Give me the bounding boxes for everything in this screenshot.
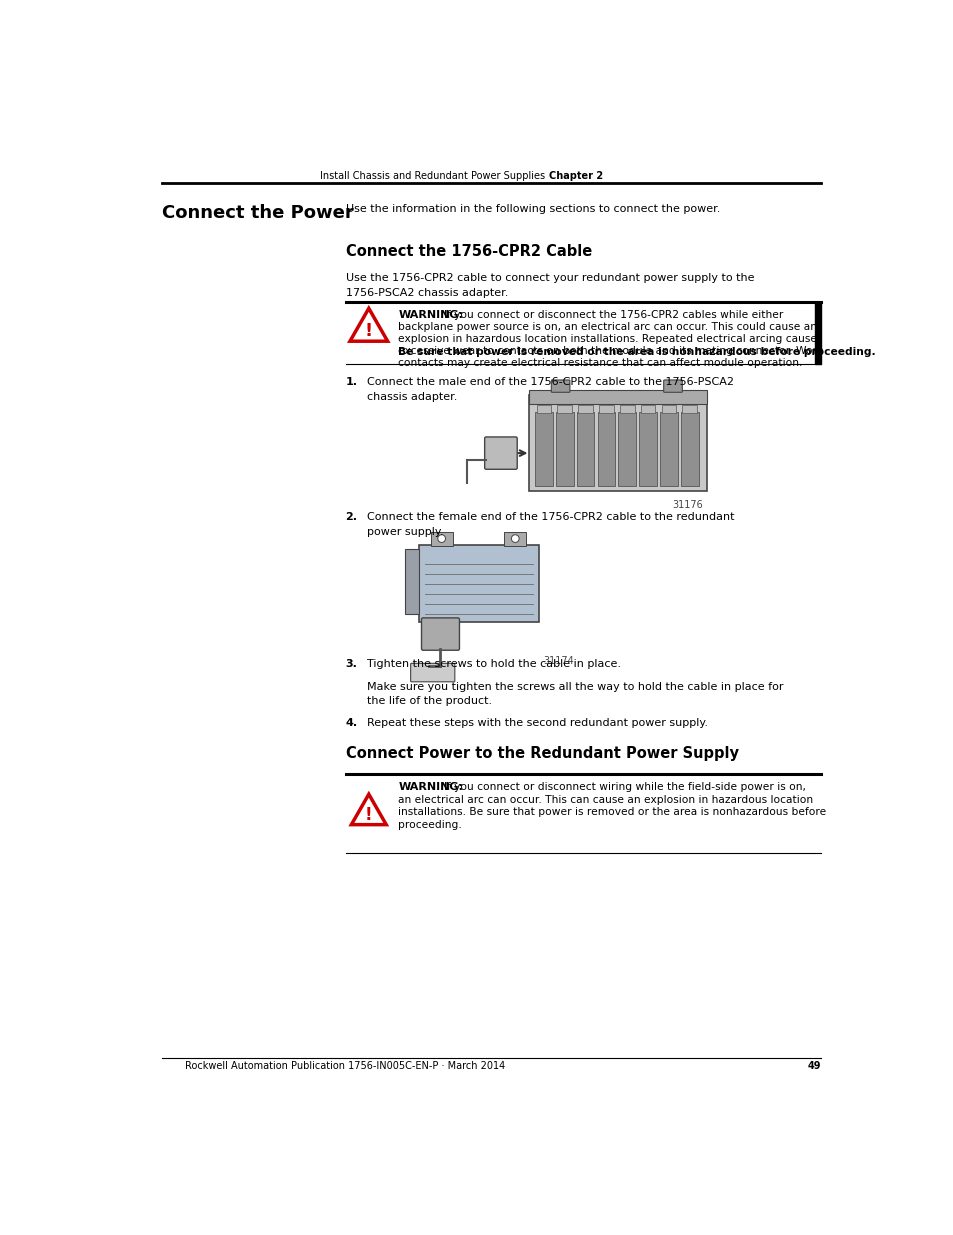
Bar xyxy=(680,411,698,487)
FancyBboxPatch shape xyxy=(528,395,706,490)
Bar xyxy=(528,390,706,404)
Bar xyxy=(405,548,418,614)
Text: WARNING:: WARNING: xyxy=(397,782,463,792)
Circle shape xyxy=(437,535,445,542)
Bar xyxy=(598,405,613,412)
Polygon shape xyxy=(350,309,387,341)
Text: 1.: 1. xyxy=(345,377,357,387)
Bar xyxy=(556,411,573,487)
Bar xyxy=(618,411,636,487)
Text: contacts may create electrical resistance that can affect module operation.: contacts may create electrical resistanc… xyxy=(397,358,801,368)
Text: Be sure that power is removed or the area is nonhazardous before proceeding.: Be sure that power is removed or the are… xyxy=(397,347,875,357)
Bar xyxy=(639,411,657,487)
Text: 31174: 31174 xyxy=(542,656,574,667)
Text: Connect the 1756-CPR2 Cable: Connect the 1756-CPR2 Cable xyxy=(345,245,591,259)
Polygon shape xyxy=(351,794,386,825)
Text: !: ! xyxy=(364,322,373,340)
Text: Connect Power to the Redundant Power Supply: Connect Power to the Redundant Power Sup… xyxy=(345,746,738,762)
Text: explosion in hazardous location installations. Repeated electrical arcing causes: explosion in hazardous location installa… xyxy=(397,333,821,343)
FancyBboxPatch shape xyxy=(484,437,517,469)
Text: Chapter 2: Chapter 2 xyxy=(549,172,603,182)
Text: WARNING:: WARNING: xyxy=(397,310,463,320)
Text: Connect the Power: Connect the Power xyxy=(162,205,354,222)
Text: backplane power source is on, an electrical arc can occur. This could cause an: backplane power source is on, an electri… xyxy=(397,322,817,332)
Text: chassis adapter.: chassis adapter. xyxy=(367,391,457,401)
Text: 31176: 31176 xyxy=(672,500,702,510)
Text: !: ! xyxy=(365,806,373,824)
Bar xyxy=(535,411,552,487)
FancyBboxPatch shape xyxy=(663,380,681,393)
Text: Repeat these steps with the second redundant power supply.: Repeat these steps with the second redun… xyxy=(367,718,707,727)
Bar xyxy=(557,405,572,412)
Text: 2.: 2. xyxy=(345,513,357,522)
Text: If you connect or disconnect wiring while the field-side power is on,: If you connect or disconnect wiring whil… xyxy=(443,782,804,792)
Text: an electrical arc can occur. This can cause an explosion in hazardous location: an electrical arc can occur. This can ca… xyxy=(397,794,813,805)
Bar xyxy=(597,411,615,487)
Bar xyxy=(577,411,594,487)
Bar xyxy=(659,411,677,487)
Text: Install Chassis and Redundant Power Supplies: Install Chassis and Redundant Power Supp… xyxy=(320,172,545,182)
Text: 1756-PSCA2 chassis adapter.: 1756-PSCA2 chassis adapter. xyxy=(345,288,507,298)
Text: Make sure you tighten the screws all the way to hold the cable in place for: Make sure you tighten the screws all the… xyxy=(367,682,783,692)
FancyBboxPatch shape xyxy=(410,663,455,682)
Text: the life of the product.: the life of the product. xyxy=(367,697,492,706)
Bar xyxy=(578,405,592,412)
Bar xyxy=(681,405,697,412)
Circle shape xyxy=(511,535,518,542)
Text: installations. Be sure that power is removed or the area is nonhazardous before: installations. Be sure that power is rem… xyxy=(397,808,825,818)
Text: Connect the female end of the 1756-CPR2 cable to the redundant: Connect the female end of the 1756-CPR2 … xyxy=(367,513,734,522)
Text: Use the 1756-CPR2 cable to connect your redundant power supply to the: Use the 1756-CPR2 cable to connect your … xyxy=(345,273,753,283)
Text: Rockwell Automation Publication 1756-IN005C-EN-P · March 2014: Rockwell Automation Publication 1756-IN0… xyxy=(185,1061,505,1071)
FancyBboxPatch shape xyxy=(551,380,569,393)
Text: 49: 49 xyxy=(806,1061,820,1071)
Bar xyxy=(536,405,551,412)
Bar xyxy=(504,532,525,546)
Text: Connect the male end of the 1756-CPR2 cable to the 1756-PSCA2: Connect the male end of the 1756-CPR2 ca… xyxy=(367,377,734,387)
Bar xyxy=(431,532,452,546)
Bar xyxy=(815,303,820,364)
Text: If you connect or disconnect the 1756-CPR2 cables while either: If you connect or disconnect the 1756-CP… xyxy=(443,310,782,320)
Text: 4.: 4. xyxy=(345,718,357,727)
Text: power supply.: power supply. xyxy=(367,527,443,537)
FancyBboxPatch shape xyxy=(421,618,459,651)
Text: excessive wear to contacts on both the module and its mating connector. Worn: excessive wear to contacts on both the m… xyxy=(397,346,823,356)
Text: proceeding.: proceeding. xyxy=(397,820,461,830)
Text: Use the information in the following sections to connect the power.: Use the information in the following sec… xyxy=(345,205,720,215)
FancyBboxPatch shape xyxy=(418,545,538,621)
Text: Tighten the screws to hold the cable in place.: Tighten the screws to hold the cable in … xyxy=(367,658,620,668)
Bar xyxy=(619,405,634,412)
Text: 3.: 3. xyxy=(345,658,357,668)
Bar xyxy=(660,405,676,412)
Bar xyxy=(640,405,655,412)
